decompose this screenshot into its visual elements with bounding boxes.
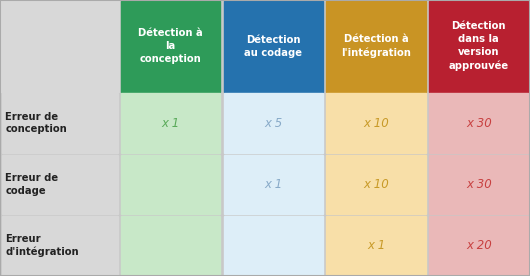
Text: Erreur
d'intégration: Erreur d'intégration xyxy=(5,234,79,257)
Bar xyxy=(121,93,220,153)
Bar xyxy=(2,155,118,214)
Bar xyxy=(224,216,323,275)
Bar xyxy=(326,155,426,214)
Text: Erreur de
codage: Erreur de codage xyxy=(5,173,58,196)
Text: Détection à
l'intégration: Détection à l'intégration xyxy=(341,34,411,58)
Bar xyxy=(429,155,528,214)
Text: x 1: x 1 xyxy=(367,239,385,252)
Text: Erreur de
conception: Erreur de conception xyxy=(5,112,67,134)
Bar xyxy=(429,216,528,275)
Text: x 5: x 5 xyxy=(264,116,282,130)
Text: Détection
au codage: Détection au codage xyxy=(244,34,303,58)
Text: x 10: x 10 xyxy=(364,116,389,130)
Bar xyxy=(0,0,119,92)
Bar xyxy=(224,93,323,153)
Bar xyxy=(429,1,528,92)
Text: x 20: x 20 xyxy=(466,239,492,252)
Bar xyxy=(326,216,426,275)
Text: x 1: x 1 xyxy=(264,178,282,191)
Text: x 10: x 10 xyxy=(364,178,389,191)
Text: x 1: x 1 xyxy=(162,116,180,130)
Text: x 30: x 30 xyxy=(466,178,492,191)
Bar xyxy=(326,93,426,153)
Text: x 30: x 30 xyxy=(466,116,492,130)
Bar xyxy=(224,155,323,214)
Bar xyxy=(121,216,220,275)
Text: Détection
dans la
version
approuvée: Détection dans la version approuvée xyxy=(449,21,509,71)
Text: Détection à
la
conception: Détection à la conception xyxy=(138,28,203,64)
Bar xyxy=(2,216,118,275)
Bar xyxy=(2,93,118,153)
Bar xyxy=(429,93,528,153)
Bar xyxy=(224,1,323,92)
Bar xyxy=(121,155,220,214)
Bar xyxy=(121,1,220,92)
Bar xyxy=(326,1,426,92)
